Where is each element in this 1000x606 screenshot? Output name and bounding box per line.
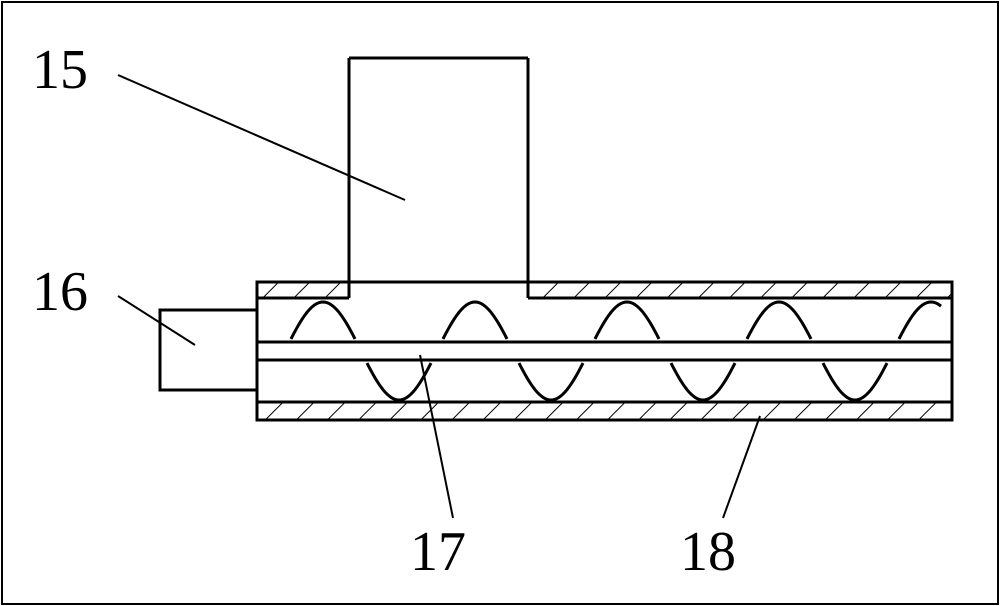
label-16: 16	[32, 261, 88, 323]
leader-16	[118, 296, 195, 345]
screw-flight-7	[823, 363, 887, 400]
barrel-wall-bottom	[257, 402, 952, 420]
label-17: 17	[410, 521, 466, 583]
screw-flight-8	[899, 302, 941, 339]
label-15: 15	[32, 39, 88, 101]
leader-17	[420, 355, 453, 518]
barrel-wall-top-right	[528, 282, 952, 298]
barrel-wall-top-left	[257, 282, 349, 298]
screw-flight-0	[291, 302, 355, 339]
leader-18	[723, 416, 760, 518]
screw-flight-3	[519, 363, 583, 400]
screw-flight-2	[443, 302, 507, 339]
screw-flight-4	[595, 302, 659, 339]
label-18: 18	[680, 521, 736, 583]
screw-flight-5	[671, 363, 735, 400]
outer-frame	[2, 2, 998, 604]
screw-flight-6	[747, 302, 811, 339]
drive-motor	[160, 310, 257, 390]
diagram-container: 15 16 17 18	[0, 0, 1000, 606]
schematic-svg: 15 16 17 18	[0, 0, 1000, 606]
leader-15	[118, 75, 405, 200]
screw-flight-1	[367, 363, 431, 400]
